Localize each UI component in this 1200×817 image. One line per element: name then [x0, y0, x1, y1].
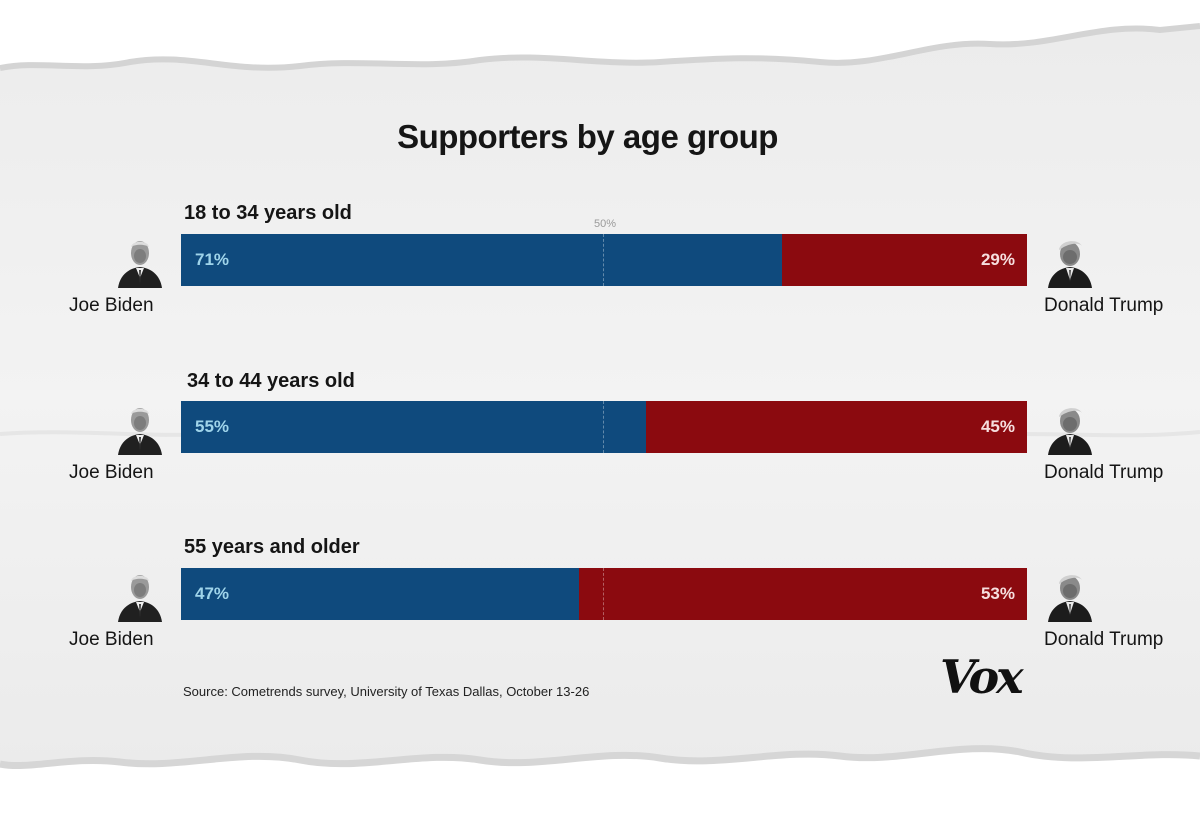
bar-segment-trump	[782, 234, 1027, 286]
bar-row: 47% 53%	[181, 568, 1027, 620]
trump-portrait-icon	[1044, 234, 1096, 293]
chart-title: Supporters by age group	[397, 118, 778, 155]
bar-row: 71% 29%	[181, 234, 1027, 286]
data-label-trump: 29%	[980, 250, 1015, 269]
midpoint-label: 50%	[593, 218, 617, 230]
candidate-name-biden: Joe Biden	[69, 629, 154, 650]
bar-segment-biden	[181, 568, 579, 620]
midpoint-line	[603, 568, 604, 620]
candidate-name-trump: Donald Trump	[1044, 462, 1164, 483]
data-label-biden: 55%	[195, 417, 230, 436]
bar-segment-biden	[181, 234, 782, 286]
biden-portrait-icon	[114, 401, 166, 460]
group-label: 55 years and older	[184, 536, 360, 558]
candidate-name-trump: Donald Trump	[1044, 629, 1164, 650]
trump-portrait-icon	[1044, 568, 1096, 627]
source-note: Source: Cometrends survey, University of…	[183, 684, 590, 699]
bar-segment-trump	[646, 401, 1027, 453]
candidate-name-trump: Donald Trump	[1044, 295, 1164, 316]
bar-segment-trump	[579, 568, 1027, 620]
data-label-biden: 71%	[195, 250, 230, 269]
data-label-biden: 47%	[195, 584, 230, 603]
biden-portrait-icon	[114, 234, 166, 293]
bar-row: 55% 45%	[181, 401, 1027, 453]
candidate-name-biden: Joe Biden	[69, 295, 154, 316]
group-label: 18 to 34 years old	[184, 202, 352, 224]
candidate-name-biden: Joe Biden	[69, 462, 154, 483]
data-label-trump: 53%	[980, 584, 1015, 603]
data-label-trump: 45%	[980, 417, 1015, 436]
vox-logo: Vox	[940, 650, 1024, 704]
midpoint-line	[603, 234, 604, 286]
biden-portrait-icon	[114, 568, 166, 627]
group-label: 34 to 44 years old	[187, 370, 355, 392]
trump-portrait-icon	[1044, 401, 1096, 460]
midpoint-line	[603, 401, 604, 453]
bar-segment-biden	[181, 401, 646, 453]
